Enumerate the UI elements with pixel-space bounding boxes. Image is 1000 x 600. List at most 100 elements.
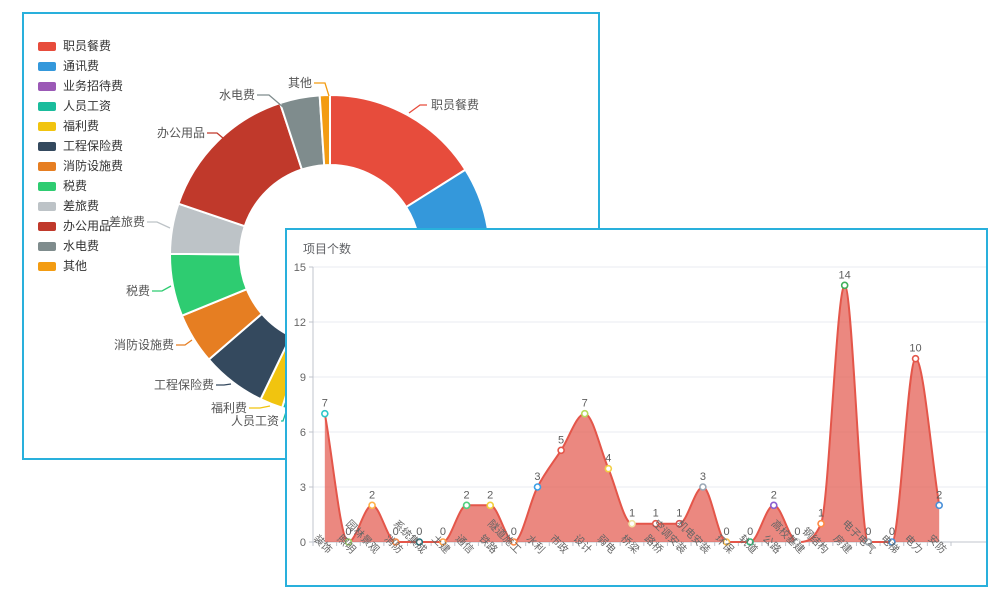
value-label: 0 — [440, 526, 446, 538]
y-axis-label: 3 — [300, 482, 306, 494]
data-point-20[interactable] — [793, 538, 802, 546]
y-axis-label: 15 — [294, 262, 306, 274]
data-point-5[interactable] — [439, 538, 447, 546]
data-point-13[interactable] — [628, 519, 636, 528]
legend-item-10[interactable]: 水电费 — [38, 236, 123, 256]
data-point-2[interactable] — [368, 501, 376, 510]
data-point-22[interactable] — [840, 281, 849, 290]
legend-item-6[interactable]: 消防设施费 — [38, 156, 123, 176]
value-label: 0 — [747, 526, 753, 538]
data-point-23[interactable] — [864, 538, 873, 546]
donut-label-line — [176, 339, 193, 346]
legend-label: 差旅费 — [63, 199, 100, 213]
data-point-15[interactable] — [675, 519, 684, 528]
legend-item-4[interactable]: 福利费 — [38, 116, 123, 136]
donut-label-line — [249, 405, 271, 409]
legend-swatch — [38, 61, 56, 71]
legend-swatch — [38, 181, 56, 191]
data-point-18[interactable] — [746, 538, 754, 546]
value-label: 2 — [936, 489, 942, 501]
donut-segment-9[interactable] — [177, 102, 303, 228]
legend-swatch — [38, 241, 56, 251]
value-label: 1 — [653, 508, 659, 520]
value-label: 1 — [676, 508, 682, 520]
legend-swatch — [38, 41, 56, 51]
legend-item-5[interactable]: 工程保险费 — [38, 136, 123, 156]
data-point-24[interactable] — [888, 538, 896, 546]
value-label: 1 — [629, 508, 635, 520]
value-label: 0 — [865, 526, 871, 538]
value-label: 3 — [534, 471, 540, 483]
donut-label: 其他 — [288, 76, 312, 90]
value-label: 0 — [393, 526, 399, 538]
value-label: 5 — [558, 434, 564, 446]
value-label: 4 — [605, 453, 611, 465]
value-label: 3 — [700, 471, 706, 483]
data-point-14[interactable] — [651, 519, 660, 528]
legend-item-0[interactable]: 职员餐费 — [38, 36, 123, 56]
value-label: 10 — [909, 343, 921, 355]
data-point-17[interactable] — [722, 538, 731, 546]
data-point-8[interactable] — [510, 538, 518, 546]
legend-label: 业务招待费 — [63, 79, 124, 93]
donut-label-line — [147, 221, 171, 229]
data-point-25[interactable] — [911, 354, 920, 363]
value-label: 14 — [839, 269, 851, 281]
legend-item-3[interactable]: 人员工资 — [38, 96, 123, 116]
data-point-16[interactable] — [699, 483, 707, 491]
legend-item-2[interactable]: 业务招待费 — [38, 76, 123, 96]
donut-label: 人员工资 — [231, 414, 279, 428]
value-label: 0 — [416, 526, 422, 538]
data-point-26[interactable] — [935, 501, 943, 510]
legend-item-1[interactable]: 通讯费 — [38, 56, 123, 76]
y-axis-label: 9 — [300, 372, 306, 384]
data-point-7[interactable] — [486, 501, 495, 510]
value-label: 2 — [487, 489, 493, 501]
data-point-19[interactable] — [769, 501, 778, 510]
legend-swatch — [38, 201, 56, 211]
legend-swatch — [38, 101, 56, 111]
value-label: 7 — [582, 398, 588, 410]
data-point-1[interactable] — [344, 538, 353, 546]
legend-label: 职员餐费 — [63, 39, 112, 53]
value-label: 0 — [794, 526, 800, 538]
data-point-21[interactable] — [817, 519, 825, 528]
donut-legend: 职员餐费通讯费业务招待费人员工资 福利费工程保险费消防设施费税费差旅费办公用品水电… — [38, 36, 123, 276]
legend-label: 通讯费 — [63, 59, 100, 73]
donut-label-line — [207, 132, 231, 145]
legend-label: 办公用品 — [63, 219, 112, 233]
data-point-10[interactable] — [557, 446, 565, 455]
legend-label: 水电费 — [63, 239, 100, 253]
data-point-4[interactable] — [415, 538, 424, 546]
data-point-9[interactable] — [533, 483, 542, 491]
legend-label: 税费 — [63, 179, 88, 193]
value-label: 0 — [889, 526, 895, 538]
data-point-6[interactable] — [462, 501, 471, 510]
legend-swatch — [38, 81, 56, 91]
donut-label-line — [314, 82, 330, 97]
area-fill — [324, 285, 940, 542]
value-label: 0 — [345, 526, 351, 538]
donut-label: 税费 — [126, 284, 150, 298]
value-label: 0 — [723, 526, 729, 538]
legend-item-11[interactable]: 其他 — [38, 256, 123, 276]
value-label: 2 — [464, 489, 470, 501]
donut-label: 职员餐费 — [431, 97, 479, 112]
data-point-0[interactable] — [321, 409, 329, 418]
donut-segment-11[interactable] — [318, 94, 331, 167]
legend-swatch — [38, 141, 56, 151]
legend-item-9[interactable]: 办公用品 — [38, 216, 123, 236]
legend-item-8[interactable]: 差旅费 — [38, 196, 123, 216]
data-point-11[interactable] — [580, 409, 589, 418]
donut-label-line — [216, 383, 232, 386]
value-label: 7 — [322, 398, 328, 410]
data-point-3[interactable] — [391, 538, 400, 546]
data-point-12[interactable] — [604, 464, 613, 473]
legend-item-7[interactable]: 税费 — [38, 176, 123, 196]
value-label: 2 — [369, 489, 375, 501]
donut-label-line — [152, 285, 172, 292]
legend-label: 工程保险费 — [63, 139, 124, 153]
value-label: 1 — [818, 508, 824, 520]
